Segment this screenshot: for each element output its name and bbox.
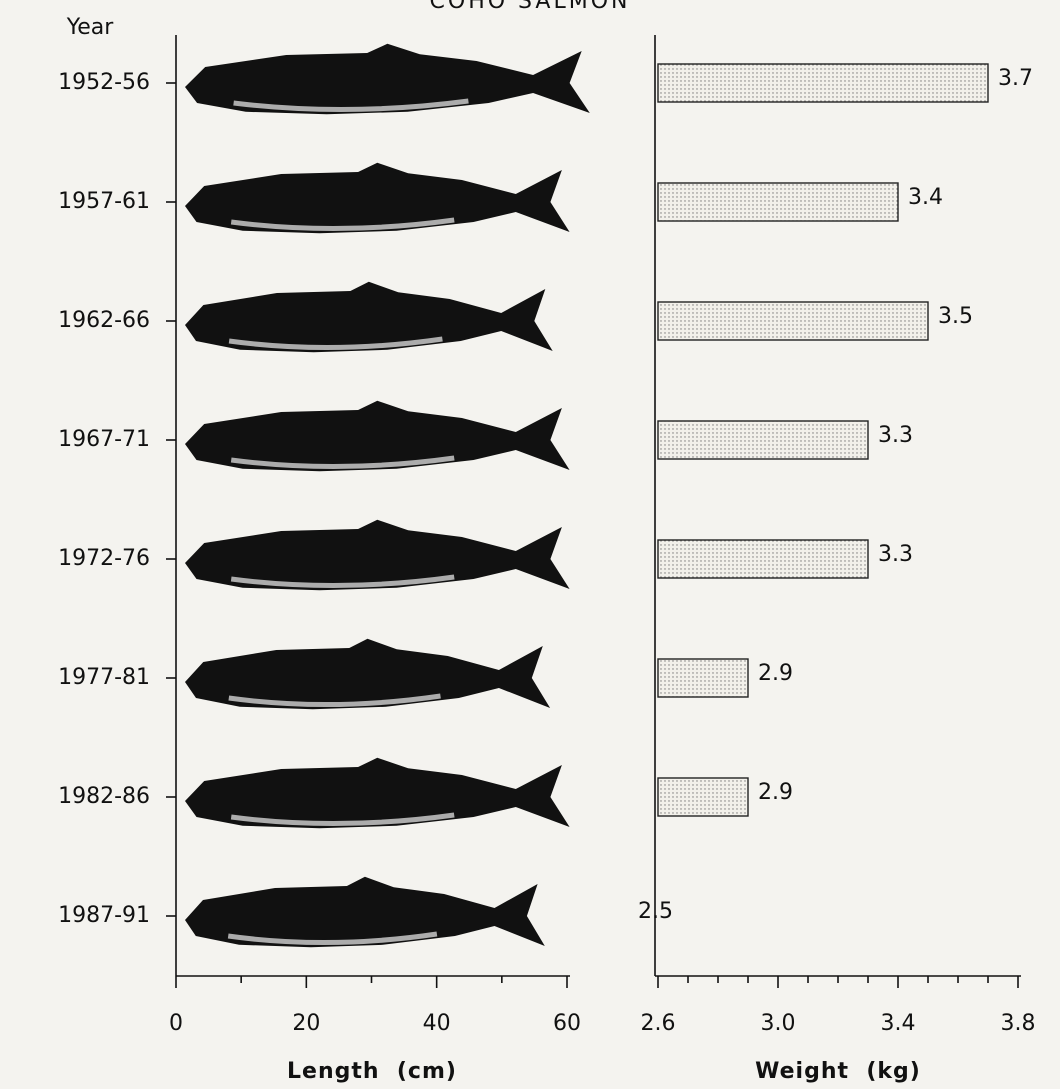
x-tick-label: 60 [553, 1011, 581, 1036]
fish [185, 757, 570, 829]
x-tick-label: 20 [292, 1011, 320, 1036]
y-tick-label: 1967-71 [58, 427, 150, 452]
bar [657, 182, 899, 222]
y-tick-label: 1987-91 [58, 903, 150, 928]
value-label: 3.3 [878, 542, 913, 567]
value-label: 3.4 [908, 185, 943, 210]
y-tick-label: 1962-66 [58, 308, 150, 333]
fish-belly [228, 336, 443, 351]
x-tick-label: 3.4 [881, 1011, 916, 1036]
chart-title: COHO SALMON [430, 0, 631, 14]
value-label: 3.5 [938, 304, 973, 329]
fish [185, 281, 553, 353]
y-tick-label: 1982-86 [58, 784, 150, 809]
fish-belly [230, 217, 455, 232]
bar [657, 301, 929, 341]
x-axis-title: Weight (kg) [755, 1059, 921, 1084]
y-tick-label: 1972-76 [58, 546, 150, 571]
fish [185, 638, 551, 710]
bar [657, 420, 869, 460]
value-label: 3.3 [878, 423, 913, 448]
fish [185, 162, 570, 234]
y-axis-title: Year [66, 15, 115, 40]
fish-belly [233, 98, 469, 113]
x-tick-label: 0 [169, 1011, 183, 1036]
fish-belly [230, 812, 455, 827]
fish [185, 43, 590, 115]
y-tick-label: 1952-56 [58, 70, 150, 95]
x-tick-label: 40 [423, 1011, 451, 1036]
fish-belly [230, 574, 455, 589]
value-label: 2.5 [638, 899, 673, 924]
fish [185, 876, 545, 948]
x-tick-label: 3.0 [761, 1011, 796, 1036]
fish-belly [230, 455, 455, 470]
value-label: 3.7 [998, 66, 1033, 91]
bar [657, 539, 869, 579]
fish-belly [228, 693, 441, 708]
value-label: 2.9 [758, 780, 793, 805]
x-axis-title: Length (cm) [287, 1059, 457, 1084]
bar [657, 658, 749, 698]
x-tick-label: 2.6 [641, 1011, 676, 1036]
fish [185, 519, 570, 591]
fish-belly [227, 931, 438, 946]
bar [657, 777, 749, 817]
x-tick-label: 3.8 [1001, 1011, 1036, 1036]
fish [185, 400, 570, 472]
bar [657, 63, 989, 103]
value-label: 2.9 [758, 661, 793, 686]
y-tick-label: 1957-61 [58, 189, 150, 214]
y-tick-label: 1977-81 [58, 665, 150, 690]
